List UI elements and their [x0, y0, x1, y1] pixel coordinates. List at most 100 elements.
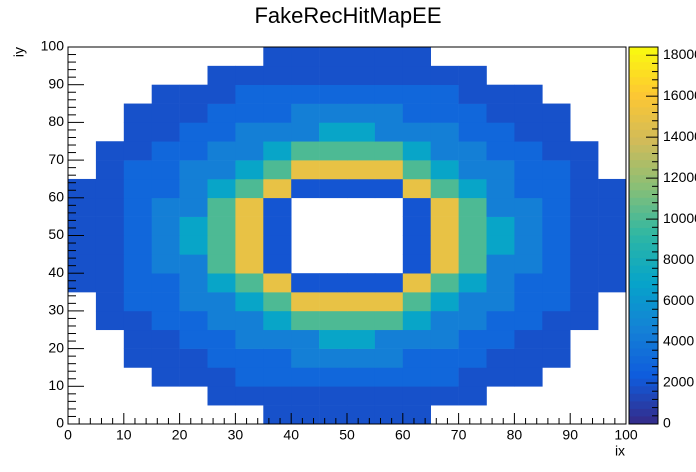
heat-cell — [514, 235, 543, 255]
heat-cell — [68, 273, 97, 293]
colorbar-band — [629, 273, 658, 282]
heat-cell — [123, 197, 152, 217]
heat-cell — [263, 310, 292, 331]
colorbar-band — [629, 265, 658, 274]
heat-cell — [179, 310, 208, 331]
colorbar-band — [629, 348, 658, 357]
heat-cell — [542, 273, 571, 293]
heat-cell — [374, 292, 404, 312]
heat-cell — [374, 367, 404, 387]
colorbar-band — [629, 288, 658, 297]
heat-cell — [123, 141, 152, 161]
heat-cell — [486, 292, 515, 312]
colorbar-band — [629, 408, 658, 417]
heat-cell — [319, 103, 348, 123]
colorbar-band — [629, 197, 658, 206]
heat-cell — [123, 329, 152, 349]
heat-cell — [179, 141, 208, 161]
heat-cell — [263, 329, 292, 349]
heat-cell — [486, 84, 515, 104]
heat-cell — [235, 292, 264, 312]
x-tick-label: 80 — [507, 427, 523, 443]
z-tick-label: 4000 — [663, 333, 694, 349]
heat-cell — [207, 122, 236, 142]
heat-cell — [347, 178, 376, 199]
heat-cell — [486, 178, 515, 199]
heat-cell — [235, 178, 264, 199]
heat-cell — [151, 292, 180, 312]
heat-cell — [151, 103, 180, 123]
heat-cell — [374, 273, 404, 293]
heat-cell — [486, 254, 515, 274]
heat-cell — [207, 348, 236, 368]
heat-cell — [402, 160, 431, 180]
chart-title: FakeRecHitMapEE — [254, 3, 441, 28]
heat-cell — [402, 273, 431, 293]
colorbar-band — [629, 152, 658, 161]
heat-cell — [458, 103, 487, 123]
heat-cell — [263, 216, 292, 236]
heat-cell — [374, 141, 404, 161]
heat-cell — [430, 348, 459, 368]
heat-cell — [514, 84, 543, 104]
y-tick-label: 40 — [48, 264, 64, 280]
heat-cell — [430, 65, 459, 85]
colorbar-band — [629, 325, 658, 334]
heat-cell — [347, 329, 376, 349]
heat-cell — [179, 348, 208, 368]
heat-cell — [319, 178, 348, 199]
colorbar-band — [629, 99, 658, 108]
x-tick-label: 60 — [395, 427, 411, 443]
heat-cell — [542, 178, 571, 199]
colorbar-band — [629, 190, 658, 199]
colorbar-band — [629, 107, 658, 116]
heat-cell — [291, 160, 320, 180]
heat-cell — [151, 254, 180, 274]
heat-cell — [598, 197, 627, 217]
heat-cell — [402, 386, 431, 406]
heat-cell — [123, 160, 152, 180]
heat-cell — [291, 348, 320, 368]
heat-cell — [263, 141, 292, 161]
heat-cell — [430, 84, 459, 104]
heat-cell — [235, 103, 264, 123]
colorbar-band — [629, 77, 658, 86]
heat-cell — [95, 254, 125, 274]
colorbar-band — [629, 250, 658, 259]
heat-cell — [514, 141, 543, 161]
colorbar-band — [629, 386, 658, 395]
heat-cell — [542, 216, 571, 236]
x-tick-label: 10 — [116, 427, 132, 443]
heat-cell — [151, 216, 180, 236]
heat-cell — [291, 405, 320, 425]
heat-cell — [486, 216, 515, 236]
heat-cell — [319, 405, 348, 425]
heat-cell — [123, 216, 152, 236]
heat-cell — [486, 122, 515, 142]
y-tick-label: 60 — [48, 189, 64, 205]
heat-cell — [319, 348, 348, 368]
heat-cell — [123, 235, 152, 255]
colorbar-band — [629, 205, 658, 214]
heat-cell — [263, 160, 292, 180]
y-tick-label: 70 — [48, 151, 64, 167]
heat-cell — [347, 292, 376, 312]
heat-cell — [347, 84, 376, 104]
heat-cell — [207, 292, 236, 312]
colorbar-band — [629, 114, 658, 123]
heat-cell — [179, 103, 208, 123]
heat-cell — [598, 273, 627, 293]
heat-cell — [263, 47, 292, 67]
y-tick-label: 30 — [48, 302, 64, 318]
heat-cell — [263, 292, 292, 312]
heat-cell — [347, 386, 376, 406]
heat-cell — [179, 254, 208, 274]
heat-cell — [458, 348, 487, 368]
heat-cell — [486, 141, 515, 161]
heat-cell — [235, 367, 264, 387]
heat-cell — [458, 65, 487, 85]
heat-cell — [151, 84, 180, 104]
heat-cell — [179, 160, 208, 180]
heat-cell — [68, 254, 97, 274]
